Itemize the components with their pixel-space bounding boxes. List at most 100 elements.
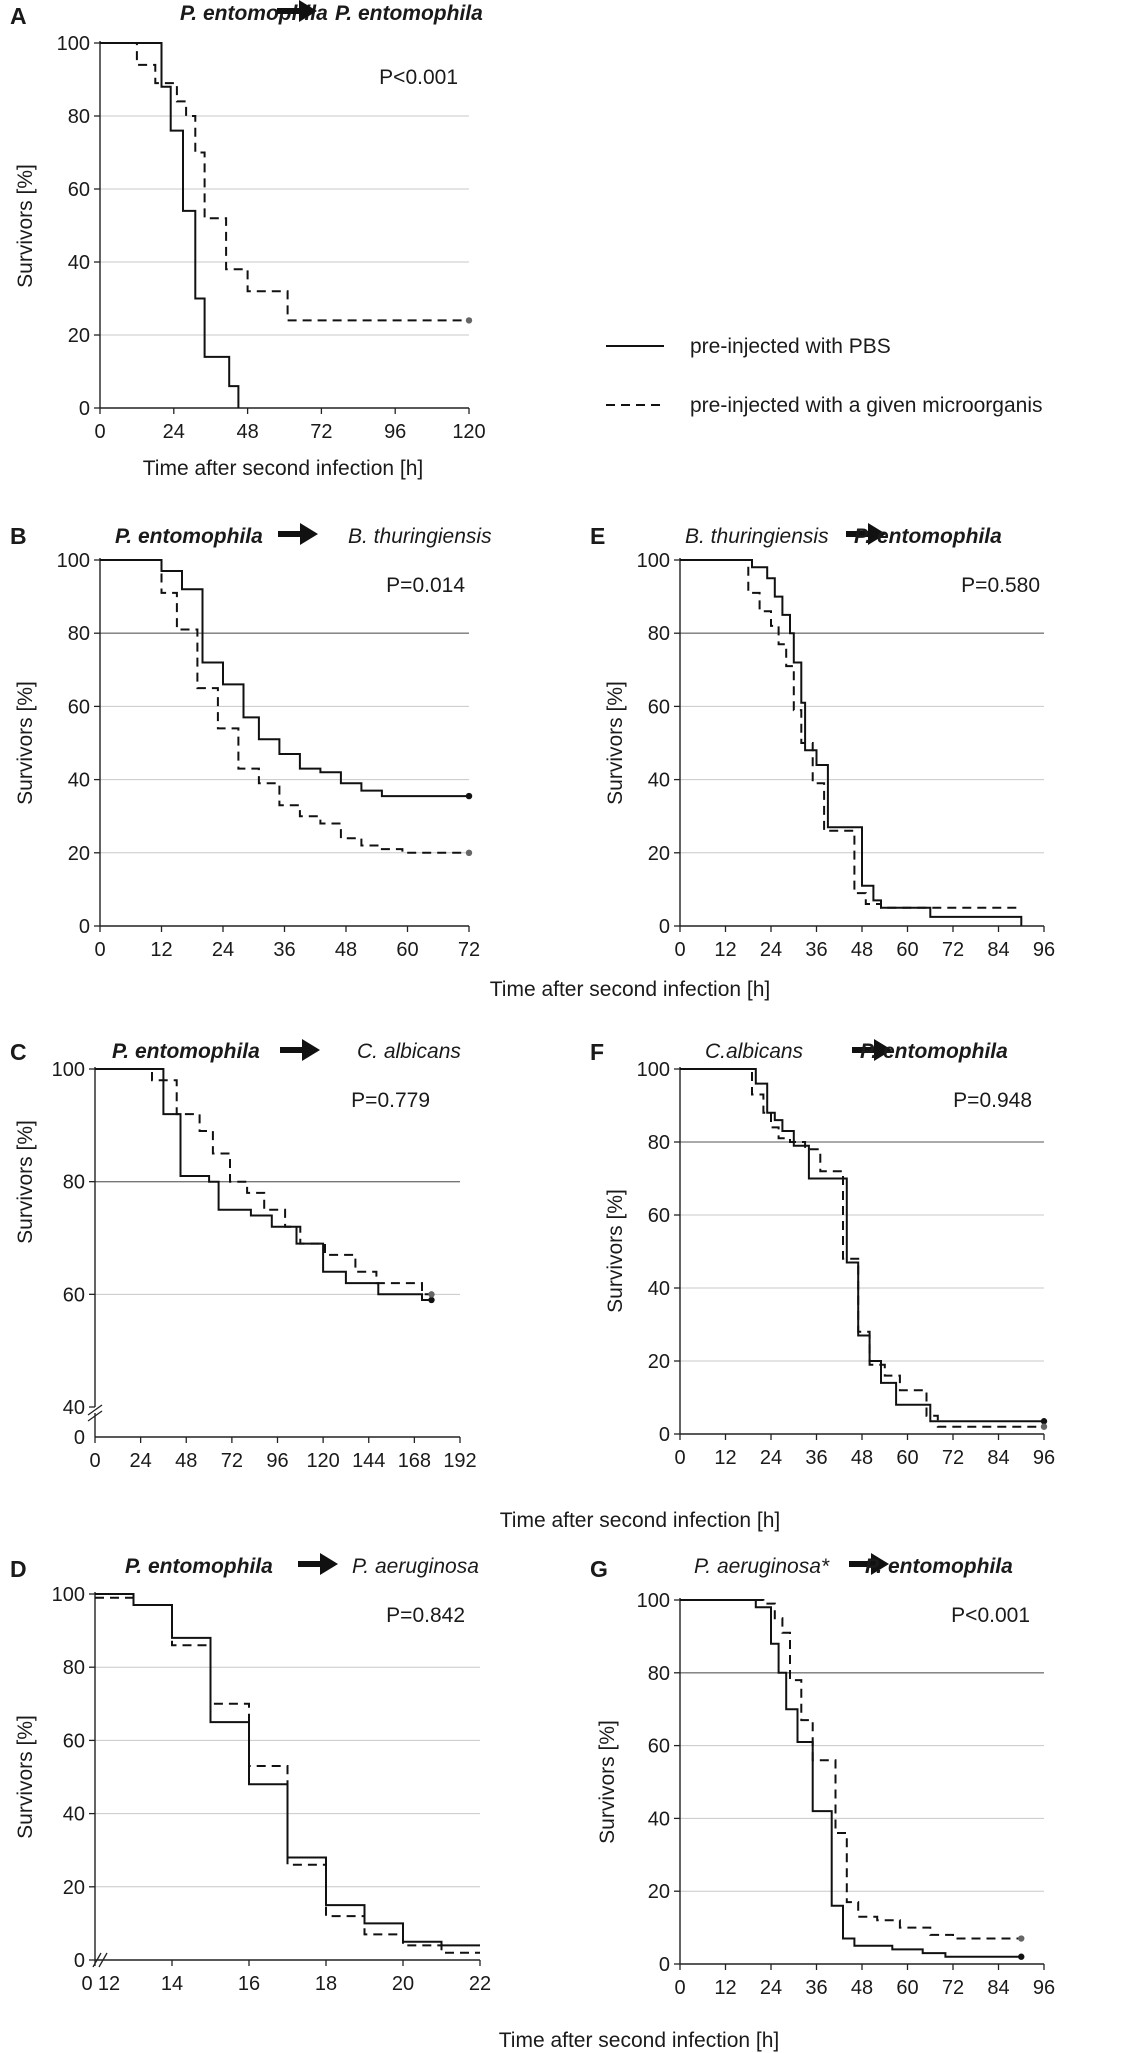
axis-break-mark xyxy=(92,1952,102,1968)
y-tick-label: 0 xyxy=(79,398,90,420)
x-tick-label: 24 xyxy=(760,1447,782,1469)
y-axis-label: Survivors [%] xyxy=(14,1715,37,1839)
arrow-icon xyxy=(298,1553,338,1575)
x-tick-label: 60 xyxy=(896,1977,918,1999)
panel-title-left: P. entomophila xyxy=(115,525,263,548)
y-tick-label: 60 xyxy=(68,696,90,718)
x-tick-label: 96 xyxy=(266,1450,288,1472)
arrow-icon xyxy=(852,1039,892,1061)
panel-label: G xyxy=(590,1556,608,1582)
y-axis-label: Survivors [%] xyxy=(14,1120,37,1244)
x-tick-label: 120 xyxy=(306,1450,339,1472)
y-tick-label: 100 xyxy=(637,1059,670,1081)
panel-title-left: P. entomophila xyxy=(125,1555,273,1578)
y-axis-label: Survivors [%] xyxy=(596,1720,619,1844)
panel-title-right: B. thuringiensis xyxy=(348,525,492,548)
censor-marker xyxy=(428,1291,435,1298)
x-tick-label: 48 xyxy=(335,939,357,961)
arrow-icon xyxy=(277,0,317,22)
panel-D: 0 20 40 60 80 100 12 14 16 18 20 22 0 D P. entomophila… xyxy=(10,1553,491,1995)
x-tick-label: 84 xyxy=(987,939,1009,961)
x-tick-label: 96 xyxy=(1033,1447,1055,1469)
x-tick-label: 36 xyxy=(805,939,827,961)
shared-xlabel-row2: Time after second infection [h] xyxy=(490,978,771,1001)
series-pbs xyxy=(95,1068,432,1301)
x-tick-label: 48 xyxy=(851,1977,873,1999)
y-tick-label: 100 xyxy=(57,33,90,55)
y-tick-label: 40 xyxy=(68,252,90,274)
arrow-icon xyxy=(278,523,318,545)
x-tick-label: 24 xyxy=(163,421,185,443)
y-tick-label: 80 xyxy=(68,106,90,128)
censor-marker xyxy=(465,849,473,856)
series-microorganism xyxy=(680,559,1022,909)
x-tick-label: 0 xyxy=(94,421,105,443)
y-tick-label: 60 xyxy=(68,179,90,201)
p-value: P<0.001 xyxy=(379,66,458,89)
axis-break-mark xyxy=(87,1404,103,1416)
y-tick-label: 20 xyxy=(63,1877,85,1899)
arrow-icon xyxy=(849,1553,889,1575)
arrow-icon xyxy=(280,1039,320,1061)
y-tick-label: 20 xyxy=(68,843,90,865)
x-axis-label: Time after second infection [h] xyxy=(143,457,424,480)
y-tick-label: 60 xyxy=(63,1284,85,1306)
x-tick-label: 72 xyxy=(942,939,964,961)
panel-label: D xyxy=(10,1556,27,1582)
y-tick-label: 100 xyxy=(637,1590,670,1612)
x-tick-label: 24 xyxy=(760,939,782,961)
x-tick-label: 84 xyxy=(987,1447,1009,1469)
x-tick-label: 14 xyxy=(161,1973,183,1995)
p-value: P=0.014 xyxy=(386,574,465,597)
x-tick-label: 36 xyxy=(805,1447,827,1469)
panel-E: 0 20 40 60 80 100 0 12 24 36 48 60 72 84 96 E B. thuring… xyxy=(590,523,1055,961)
x-tick-label: 72 xyxy=(942,1447,964,1469)
x-tick-label: 24 xyxy=(212,939,234,961)
y-tick-label: 20 xyxy=(648,1351,670,1373)
x-tick-label: 12 xyxy=(714,1977,736,1999)
series-pbs xyxy=(680,1599,1022,1958)
p-value: P=0.580 xyxy=(961,574,1040,597)
y-tick-label: 40 xyxy=(648,770,670,792)
shared-xlabel-row3: Time after second infection [h] xyxy=(500,1509,781,1532)
p-value: P=0.779 xyxy=(351,1089,430,1112)
x-tick-label: 72 xyxy=(221,1450,243,1472)
y-axis-label: Survivors [%] xyxy=(604,1189,627,1313)
y-tick-label: 40 xyxy=(648,1808,670,1830)
panel-C: 40 60 80 100 0 24 48 72 96 120 144 168 192 0 C P. entom… xyxy=(10,1039,477,1472)
censor-marker xyxy=(465,317,473,324)
y-tick-label: 40 xyxy=(63,1804,85,1826)
x-tick-label: 120 xyxy=(452,421,485,443)
y-tick-label: 80 xyxy=(63,1657,85,1679)
y-tick-label: 0 xyxy=(74,1427,85,1449)
panel-title-left: P. entomophila xyxy=(112,1040,260,1063)
y-axis-label: Survivors [%] xyxy=(14,164,37,288)
panel-title-left: B. thuringiensis xyxy=(685,525,829,548)
x-tick-label: 22 xyxy=(469,1973,491,1995)
x-tick-label: 48 xyxy=(175,1450,197,1472)
panel-label: A xyxy=(10,3,27,29)
censor-marker xyxy=(1040,1423,1048,1430)
y-tick-label: 20 xyxy=(68,325,90,347)
arrow-icon xyxy=(846,523,886,545)
panel-A: 0 20 40 60 80 100 0 24 48 72 96 120 A P. entomophila P… xyxy=(10,0,486,480)
y-tick-label: 80 xyxy=(648,623,670,645)
y-tick-label: 80 xyxy=(63,1172,85,1194)
x-tick-label: 72 xyxy=(942,1977,964,1999)
x-tick-label: 16 xyxy=(238,1973,260,1995)
legend: pre-injected with PBS pre-injected with … xyxy=(606,335,1043,417)
panel-title-left: C.albicans xyxy=(705,1040,804,1063)
x-tick-label: 60 xyxy=(396,939,418,961)
series-pbs xyxy=(100,42,240,408)
y-tick-label: 60 xyxy=(63,1730,85,1752)
legend-pbs-label: pre-injected with PBS xyxy=(690,335,891,358)
x-tick-label: 18 xyxy=(315,1973,337,1995)
y-tick-label: 100 xyxy=(52,1584,85,1606)
panel-title-right: P. entomophila xyxy=(854,525,1002,548)
y-tick-label: 0 xyxy=(79,916,90,938)
y-tick-label: 40 xyxy=(648,1278,670,1300)
panel-label: B xyxy=(10,523,27,549)
x-tick-label: 0 xyxy=(81,1973,92,1995)
y-tick-label: 100 xyxy=(57,550,90,572)
panel-label: E xyxy=(590,523,605,549)
